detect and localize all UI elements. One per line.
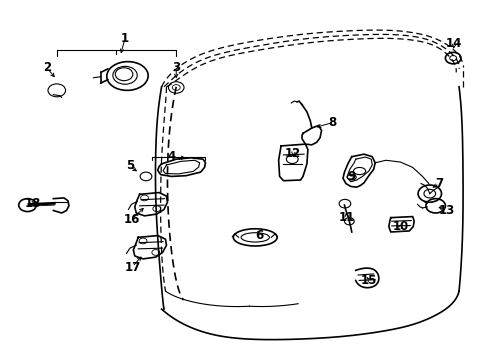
Text: 3: 3	[172, 60, 180, 73]
Text: 17: 17	[124, 261, 140, 274]
Text: 14: 14	[445, 37, 462, 50]
Text: 2: 2	[43, 60, 51, 73]
Text: 6: 6	[254, 229, 263, 242]
Text: 10: 10	[391, 220, 408, 233]
Text: 12: 12	[285, 147, 301, 159]
Text: 11: 11	[338, 211, 354, 224]
Text: 8: 8	[327, 116, 336, 129]
Text: 4: 4	[167, 150, 175, 163]
Text: 9: 9	[347, 170, 355, 183]
Text: 18: 18	[24, 197, 41, 210]
Text: 13: 13	[438, 204, 454, 217]
Text: 5: 5	[125, 159, 134, 172]
Text: 16: 16	[124, 213, 140, 226]
Text: 15: 15	[360, 274, 376, 287]
Text: 7: 7	[435, 177, 443, 190]
Text: 1: 1	[121, 32, 129, 45]
